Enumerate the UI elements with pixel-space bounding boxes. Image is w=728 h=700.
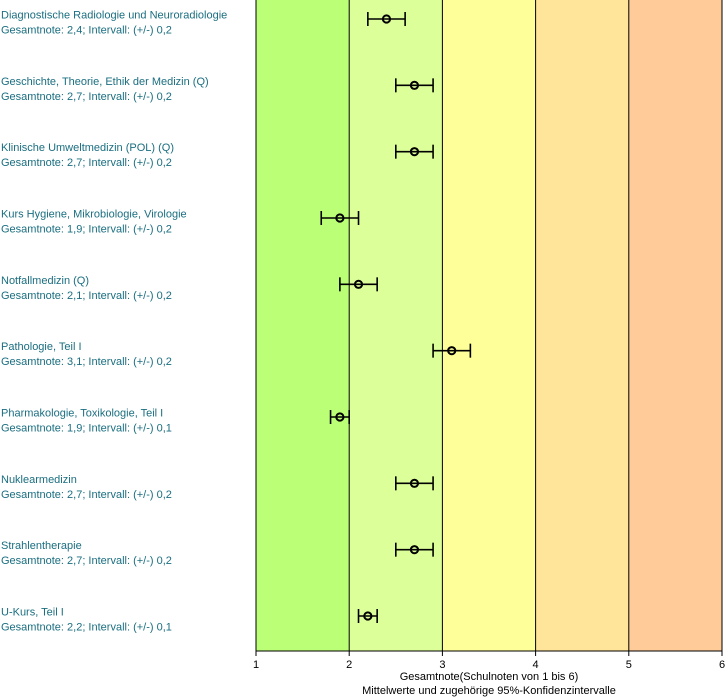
item-summary: Gesamtnote: 1,9; Intervall: (+/-) 0,1 [1,423,172,435]
item-summary: Gesamtnote: 2,7; Intervall: (+/-) 0,2 [1,157,172,169]
grade-band-4 [535,0,629,651]
mean-point [381,14,392,24]
item-summary: Gesamtnote: 2,1; Intervall: (+/-) 0,2 [1,290,172,302]
item-name: Pharmakologie, Toxikologie, Teil I [1,408,163,420]
item-summary: Gesamtnote: 2,7; Intervall: (+/-) 0,2 [1,489,172,501]
item-labels: Diagnostische Radiologie und Neuroradiol… [1,10,227,634]
error-bar-item [394,476,434,491]
item-name: Notfallmedizin (Q) [1,275,89,287]
error-bar-item [367,12,406,26]
item-name: Strahlentherapie [1,540,82,552]
error-bar-item [394,78,434,93]
item-summary: Gesamtnote: 2,2; Intervall: (+/-) 0,1 [1,622,172,634]
item-summary: Gesamtnote: 3,1; Intervall: (+/-) 0,2 [1,356,172,368]
mean-point [409,478,420,488]
error-bar-item [339,277,378,292]
mean-point [335,213,345,223]
mean-point [363,611,373,621]
error-bar-item [394,542,434,557]
grade-band-5 [628,0,722,651]
x-axis-title: Gesamtnote(Schulnoten von 1 bis 6) [400,671,579,683]
item-name: U-Kurs, Teil I [1,607,64,619]
x-tick-label: 1 [253,659,259,671]
item-name: Kurs Hygiene, Mikrobiologie, Virologie [1,209,187,221]
item-name: Klinische Umweltmedizin (POL) (Q) [1,142,174,154]
error-bar-item [357,609,378,623]
grade-band-1 [256,0,350,651]
error-bar-item [394,144,434,159]
x-tick-label: 5 [626,659,632,671]
mean-point [409,80,420,90]
x-tick-label: 2 [346,659,352,671]
item-name: Nuklearmedizin [1,474,77,486]
mean-point [353,279,364,289]
grade-bands [256,0,722,651]
item-summary: Gesamtnote: 2,7; Intervall: (+/-) 0,2 [1,91,172,103]
item-summary: Gesamtnote: 2,4; Intervall: (+/-) 0,2 [1,25,172,37]
x-tick-label: 6 [719,659,725,671]
item-name: Geschichte, Theorie, Ethik der Medizin (… [1,76,209,88]
mean-point [447,346,457,356]
item-name: Pathologie, Teil I [1,341,82,353]
grade-band-3 [442,0,536,651]
mean-point [335,412,345,422]
x-axis: 1 2 3 4 5 6 [253,650,725,671]
mean-point [409,545,420,555]
item-summary: Gesamtnote: 1,9; Intervall: (+/-) 0,2 [1,224,172,236]
mean-point [409,147,420,157]
error-bar-item [432,343,472,358]
error-bar-item [329,410,351,424]
x-tick-label: 3 [439,659,445,671]
grid-lines [255,0,723,651]
data-marks [320,12,472,623]
error-bar-item [320,211,360,225]
item-name: Diagnostische Radiologie und Neuroradiol… [1,10,227,22]
item-summary: Gesamtnote: 2,7; Intervall: (+/-) 0,2 [1,555,172,567]
grade-band-2 [349,0,443,651]
x-axis-subtitle: Mittelwerte und zugehörige 95%-Konfidenz… [362,685,616,697]
x-tick-label: 4 [533,659,539,671]
